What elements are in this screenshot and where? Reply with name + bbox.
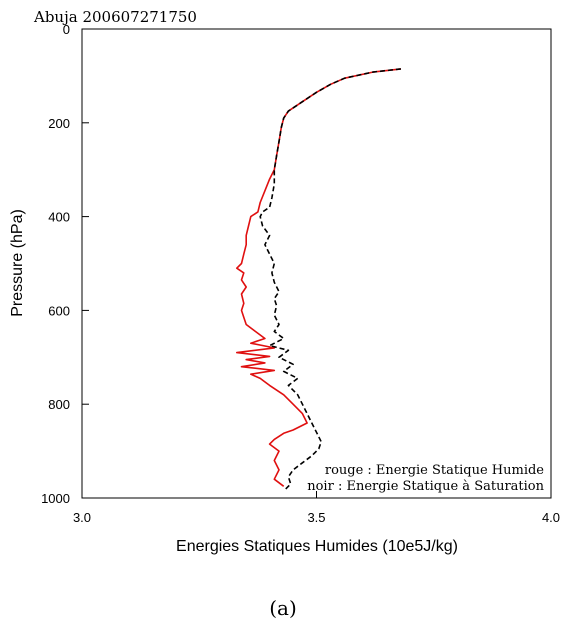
y-tick-label: 400 <box>48 210 70 225</box>
x-axis: 3.0 3.5 4.0 <box>73 491 560 525</box>
x-tick-label: 3.5 <box>307 510 325 525</box>
y-axis: 0 200 400 600 800 1000 <box>41 22 89 506</box>
y-tick-label: 1000 <box>41 491 70 506</box>
x-tick-label: 4.0 <box>542 510 560 525</box>
x-axis-label: Energies Statiques Humides (10e5J/kg) <box>176 538 458 555</box>
x-tick-label: 3.0 <box>73 510 91 525</box>
legend-entry-saturation: noir : Energie Statique à Saturation <box>307 479 544 494</box>
y-axis-label: Pressure (hPa) <box>9 209 26 317</box>
figure-caption: (a) <box>269 596 297 620</box>
series-line-saturation <box>259 68 401 492</box>
y-tick-label: 800 <box>48 397 70 412</box>
chart-title: Abuja 200607271750 <box>33 8 197 26</box>
y-tick-label: 0 <box>63 22 70 37</box>
plot-frame <box>81 28 552 499</box>
series-layer <box>236 68 401 492</box>
series-line-humide <box>236 68 401 487</box>
y-tick-label: 200 <box>48 116 70 131</box>
y-tick-label: 600 <box>48 303 70 318</box>
legend-entry-humide: rouge : Energie Statique Humide <box>325 463 544 478</box>
